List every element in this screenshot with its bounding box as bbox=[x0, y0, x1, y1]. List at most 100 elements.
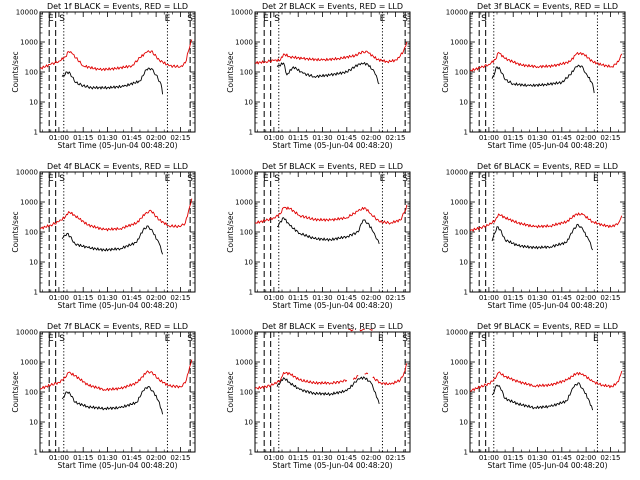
y-tick-label: 1 bbox=[34, 129, 38, 137]
y-tick-label: 1000 bbox=[450, 199, 468, 207]
series-lld-line-1 bbox=[40, 198, 193, 232]
y-axis-label: Counts/sec bbox=[226, 51, 235, 92]
x-tick-label: 02:00 bbox=[576, 134, 596, 142]
y-tick-label: 10 bbox=[244, 99, 253, 107]
series-lld-line-1 bbox=[470, 370, 623, 392]
marker-label-s: S bbox=[187, 174, 193, 184]
y-tick-label: 100 bbox=[455, 69, 468, 77]
x-tick-label: 01:45 bbox=[552, 134, 572, 142]
series-events-line-1 bbox=[61, 67, 164, 95]
chart-title: Det 1f BLACK = Events, RED = LLD bbox=[47, 2, 188, 11]
series-events-line-1 bbox=[276, 62, 380, 85]
x-tick-label: 01:45 bbox=[122, 454, 142, 462]
x-tick-label: 02:15 bbox=[385, 134, 405, 142]
y-tick-label: 100 bbox=[25, 69, 38, 77]
x-tick-label: 02:15 bbox=[600, 454, 620, 462]
plot-area bbox=[255, 329, 408, 405]
plot-frame bbox=[254, 11, 411, 133]
x-tick-label: 01:45 bbox=[552, 294, 572, 302]
x-tick-label: 01:30 bbox=[97, 294, 117, 302]
x-axis-label: Start Time (05-Jun-04 00:48:20) bbox=[58, 301, 178, 310]
marker-label-s: S bbox=[274, 174, 280, 184]
series-events-line-1 bbox=[61, 225, 164, 255]
plot-area bbox=[40, 39, 193, 95]
x-tick-label: 02:00 bbox=[361, 454, 381, 462]
x-axis-label: Start Time (05-Jun-04 00:48:20) bbox=[273, 461, 393, 470]
x-tick-label: 01:15 bbox=[73, 134, 93, 142]
marker-label-e: E bbox=[593, 174, 599, 184]
chart-panel-2: Det 2f BLACK = Events, RED = LLD 1 10 100 10… bbox=[226, 2, 411, 150]
series-lld-line-1 bbox=[40, 359, 193, 392]
chart-title: Det 9f BLACK = Events, RED = LLD bbox=[477, 322, 618, 331]
plot-area bbox=[470, 212, 623, 251]
x-tick-label: 01:15 bbox=[503, 134, 523, 142]
x-tick-label: 02:15 bbox=[170, 134, 190, 142]
y-tick-label: 100 bbox=[240, 229, 253, 237]
x-axis-label: Start Time (05-Jun-04 00:48:20) bbox=[488, 141, 608, 150]
x-tick-label: 01:45 bbox=[122, 294, 142, 302]
y-tick-label: 100 bbox=[240, 69, 253, 77]
marker-label-e: E bbox=[380, 14, 386, 24]
y-tick-label: 1 bbox=[249, 129, 253, 137]
series-events-line-1 bbox=[61, 386, 164, 415]
y-tick-label: 1000 bbox=[20, 359, 38, 367]
x-tick-label: 02:15 bbox=[600, 294, 620, 302]
marker-label-e: E bbox=[263, 174, 269, 184]
x-tick-label: 01:00 bbox=[479, 454, 499, 462]
series-lld-line-1 bbox=[470, 51, 623, 72]
x-tick-label: 01:15 bbox=[73, 454, 93, 462]
marker-label-e: E bbox=[165, 334, 171, 344]
marker-label-s: S bbox=[187, 334, 193, 344]
series-lld-line-5 bbox=[364, 372, 369, 375]
y-tick-label: 10 bbox=[459, 99, 468, 107]
chart-title: Det 3f BLACK = Events, RED = LLD bbox=[477, 2, 618, 11]
y-tick-label: 1 bbox=[464, 129, 468, 137]
plot-area bbox=[470, 370, 623, 411]
chart-panel-9: Det 9f BLACK = Events, RED = LLD 1 10 100 10… bbox=[441, 322, 626, 470]
y-tick-label: 1000 bbox=[450, 39, 468, 47]
plot-frame bbox=[39, 171, 196, 293]
y-tick-label: 1000 bbox=[235, 359, 253, 367]
y-tick-label: 1 bbox=[249, 449, 253, 457]
x-tick-label: 02:00 bbox=[146, 294, 166, 302]
series-events-line-1 bbox=[276, 376, 380, 405]
y-tick-label: 10000 bbox=[446, 329, 468, 337]
plot-area bbox=[470, 51, 623, 94]
chart-title: Det 5f BLACK = Events, RED = LLD bbox=[262, 162, 403, 171]
x-tick-label: 01:30 bbox=[97, 454, 117, 462]
x-tick-label: 01:00 bbox=[264, 134, 284, 142]
y-tick-label: 1 bbox=[34, 289, 38, 297]
x-axis-label: Start Time (05-Jun-04 00:48:20) bbox=[273, 141, 393, 150]
marker-label-e: E bbox=[165, 14, 171, 24]
plot-area bbox=[40, 198, 193, 255]
x-tick-label: 01:30 bbox=[312, 134, 332, 142]
chart-panel-3: Det 3f BLACK = Events, RED = LLD 1 10 100 10… bbox=[441, 2, 626, 150]
y-tick-label: 10 bbox=[244, 419, 253, 427]
chart-panel-1: Det 1f BLACK = Events, RED = LLD 1 10 100 10… bbox=[11, 2, 196, 150]
marker-label-s: S bbox=[59, 14, 65, 24]
x-tick-label: 01:00 bbox=[264, 294, 284, 302]
marker-label-s: S bbox=[59, 174, 65, 184]
x-axis-label: Start Time (05-Jun-04 00:48:20) bbox=[58, 141, 178, 150]
series-lld-line-4 bbox=[359, 329, 365, 332]
series-lld-line-6 bbox=[369, 329, 373, 331]
x-tick-label: 02:00 bbox=[576, 454, 596, 462]
y-tick-label: 10000 bbox=[231, 169, 253, 177]
y-tick-label: 10 bbox=[459, 419, 468, 427]
marker-label-s: S bbox=[402, 334, 408, 344]
y-axis-label: Counts/sec bbox=[441, 51, 450, 92]
x-tick-label: 01:45 bbox=[337, 294, 357, 302]
series-lld-line-1 bbox=[40, 39, 193, 72]
x-tick-label: 01:15 bbox=[73, 294, 93, 302]
marker-label-e: E bbox=[48, 14, 54, 24]
chart-panel-7: Det 7f BLACK = Events, RED = LLD 1 10 100 10… bbox=[11, 322, 196, 470]
marker-label-s: S bbox=[402, 14, 408, 24]
series-lld-line-1 bbox=[470, 212, 623, 232]
x-tick-label: 01:30 bbox=[527, 294, 547, 302]
y-tick-label: 10000 bbox=[446, 169, 468, 177]
marker-label-e: E bbox=[380, 174, 386, 184]
chart-title: Det 2f BLACK = Events, RED = LLD bbox=[262, 2, 403, 11]
marker-label-s: S bbox=[481, 174, 487, 184]
series-lld-line-1 bbox=[255, 41, 408, 65]
y-tick-label: 1 bbox=[464, 289, 468, 297]
